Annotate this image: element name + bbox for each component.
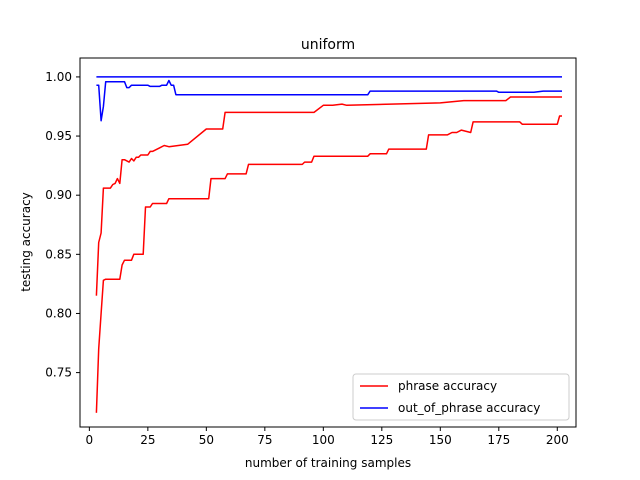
y-axis-ticks: 0.75 0.80 0.85 0.90 0.95 1.00 [45,70,80,380]
y-tick-label: 0.95 [45,129,72,143]
plot-frame [79,57,577,428]
series-phrase-accuracy-line [95,96,562,296]
x-tick-label: 100 [312,433,335,447]
legend-label-phrase-accuracy: phrase accuracy [398,379,497,393]
x-tick-label: 125 [370,433,393,447]
x-axis-label: number of training samples [245,456,411,470]
plot-area [79,57,577,428]
y-tick-label: 0.90 [45,188,72,202]
chart-title: uniform [301,37,355,53]
x-tick-label: 200 [546,433,569,447]
y-axis-label: testing accuracy [19,192,33,292]
x-tick-label: 150 [429,433,452,447]
legend-box [352,373,570,421]
series-layer [95,76,562,413]
x-tick-label: 75 [257,433,272,447]
x-tick-label: 50 [199,433,214,447]
y-tick-label: 1.00 [45,70,72,84]
series-out-of-phrase-accuracy-lower-line [96,79,562,122]
x-tick-label: 175 [487,433,510,447]
y-tick-label: 0.75 [45,366,72,380]
y-tick-label: 0.85 [45,247,72,261]
x-tick-label: 25 [140,433,155,447]
y-tick-label: 0.80 [45,306,72,320]
series-phrase-accuracy-lower-line [95,115,562,413]
legend-label-out-of-phrase-accuracy: out_of_phrase accuracy [398,401,540,415]
x-axis-ticks: 0 25 50 75 100 125 150 175 200 [86,427,569,447]
legend: phrase accuracy out_of_phrase accuracy [352,373,570,421]
x-tick-label: 0 [86,433,94,447]
